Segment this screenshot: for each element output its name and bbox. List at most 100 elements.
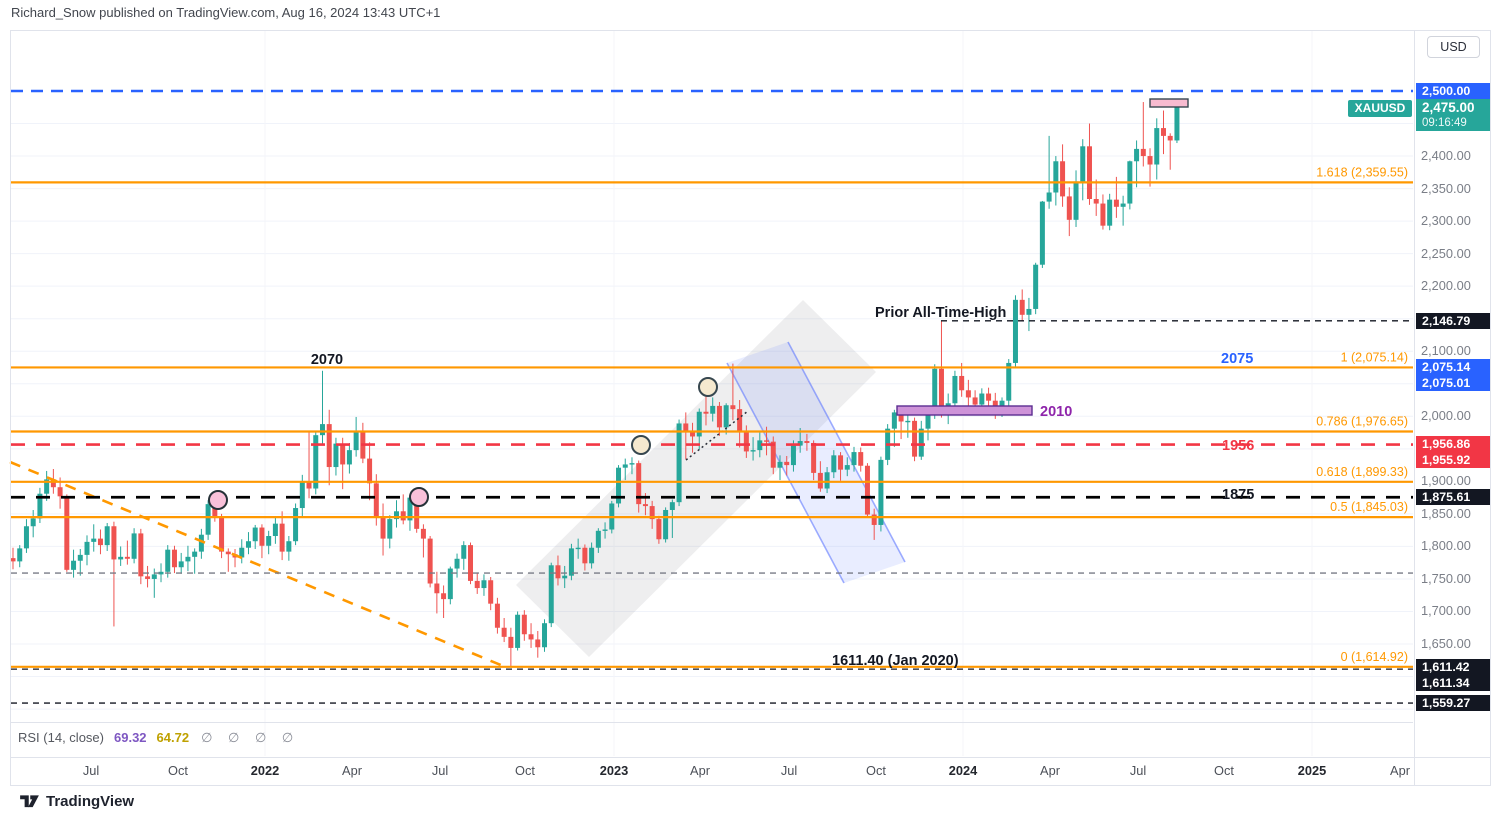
annotation-1956[interactable]: 1956: [1222, 438, 1254, 454]
annotation-1611-40-Jan-2020-[interactable]: 1611.40 (Jan 2020): [832, 653, 959, 669]
candle-body: [23, 526, 29, 549]
candle-body: [192, 551, 198, 557]
candle-body: [434, 583, 440, 594]
candle-body: [595, 530, 601, 548]
annotation-1875[interactable]: 1875: [1222, 487, 1254, 503]
candle-body: [97, 538, 103, 546]
annotation-Prior-All-Time-High[interactable]: Prior All-Time-High: [875, 305, 1006, 321]
rsi-value: 69.32: [114, 730, 147, 745]
candle-body: [219, 517, 225, 552]
time-label-month: Apr: [1390, 763, 1410, 778]
price-tick: 2,400.00: [1421, 148, 1471, 164]
support-zone-2010[interactable]: [896, 405, 1033, 416]
mini-support-dotted[interactable]: [685, 410, 749, 461]
annotation-2075[interactable]: 2075: [1221, 351, 1253, 367]
candle-body: [636, 463, 642, 505]
candle-body: [649, 506, 655, 520]
candle-body: [1039, 201, 1045, 265]
candle-body: [441, 593, 447, 600]
candle-body: [878, 459, 884, 525]
candle-body: [1154, 128, 1160, 165]
candle-body: [145, 576, 151, 579]
price-badge: 1,875.61: [1416, 489, 1490, 506]
candle-body: [252, 527, 258, 542]
rsi-ma-value: 64.72: [156, 730, 190, 745]
descending-channel-edge: [787, 341, 906, 563]
time-label-month: Oct: [1214, 763, 1234, 778]
candle-body: [582, 547, 588, 564]
candle-body: [777, 461, 783, 468]
fib-label-0.786: 0.786 (1,976.65): [1316, 414, 1408, 428]
fib-label-0.618: 0.618 (1,899.33): [1316, 465, 1408, 479]
candle-body: [568, 548, 574, 576]
candle-body: [669, 502, 675, 510]
candle-body: [306, 482, 312, 489]
candle-body: [17, 548, 23, 562]
price-badge: 2,146.79: [1416, 312, 1490, 329]
rsi-empty-values: ∅ ∅ ∅ ∅: [201, 730, 300, 745]
candle-body: [710, 405, 716, 414]
annotation-2070[interactable]: 2070: [311, 352, 343, 368]
candle-body: [84, 541, 90, 555]
candle-body: [737, 409, 743, 432]
candle-body: [602, 529, 608, 531]
time-label-month: Oct: [515, 763, 535, 778]
candle-body: [770, 441, 776, 468]
price-badge: 2,075.14: [1416, 359, 1490, 376]
price-tick: 1,750.00: [1421, 570, 1471, 586]
bar-countdown-timer: 09:16:49: [1422, 117, 1467, 129]
rsi-indicator-label: RSI (14, close): [18, 730, 104, 745]
candle-body: [407, 497, 413, 521]
candle-body: [286, 541, 292, 552]
tradingview-logo-icon[interactable]: [20, 794, 39, 809]
candle-body: [185, 556, 191, 562]
candle-body: [340, 443, 346, 465]
candle-body: [1100, 203, 1106, 226]
candle-body: [1140, 148, 1146, 157]
candle-body: [898, 412, 904, 422]
fib-label-0.5: 0.5 (1,845.03): [1330, 500, 1408, 514]
candle-body: [790, 445, 796, 466]
candle-body: [380, 516, 386, 539]
candle-body: [205, 504, 211, 535]
candle-body: [279, 523, 285, 552]
annotation-2010[interactable]: 2010: [1040, 404, 1072, 420]
candle-body: [373, 483, 379, 517]
candle-body: [918, 428, 924, 457]
candle-body: [690, 430, 696, 437]
brand-name[interactable]: TradingView: [46, 793, 135, 810]
swing-marker-circle[interactable]: [208, 490, 228, 510]
descending-resistance[interactable]: [9, 460, 509, 670]
candle-body: [138, 533, 144, 577]
candle-body: [1006, 362, 1012, 401]
price-badge: 1,956.86: [1416, 436, 1490, 453]
candle-body: [521, 614, 527, 635]
candle-body: [1026, 308, 1032, 315]
candle-body: [1019, 299, 1025, 315]
candle-body: [1113, 199, 1119, 207]
resistance-zone-2475[interactable]: [1149, 98, 1189, 108]
swing-marker-circle[interactable]: [631, 435, 651, 455]
candle-body: [104, 526, 110, 546]
candle-body: [750, 450, 756, 452]
candle-body: [198, 534, 204, 552]
time-label-year: 2025: [1297, 763, 1327, 778]
candle-body: [656, 519, 662, 540]
candle-body: [1107, 199, 1113, 226]
candle-body: [555, 565, 561, 579]
candle-body: [400, 511, 406, 521]
candle-body: [313, 435, 319, 489]
currency-toggle-button[interactable]: USD: [1427, 36, 1480, 58]
swing-marker-circle[interactable]: [698, 377, 718, 397]
candle-body: [319, 424, 325, 436]
ascending-channel[interactable]: [516, 300, 876, 657]
candle-body: [515, 614, 521, 648]
candle-body: [481, 580, 487, 589]
candle-body: [622, 464, 628, 468]
candle-body: [1160, 128, 1166, 136]
swing-marker-circle[interactable]: [409, 487, 429, 507]
price-tick: 2,250.00: [1421, 245, 1471, 261]
candle-body: [333, 443, 339, 468]
